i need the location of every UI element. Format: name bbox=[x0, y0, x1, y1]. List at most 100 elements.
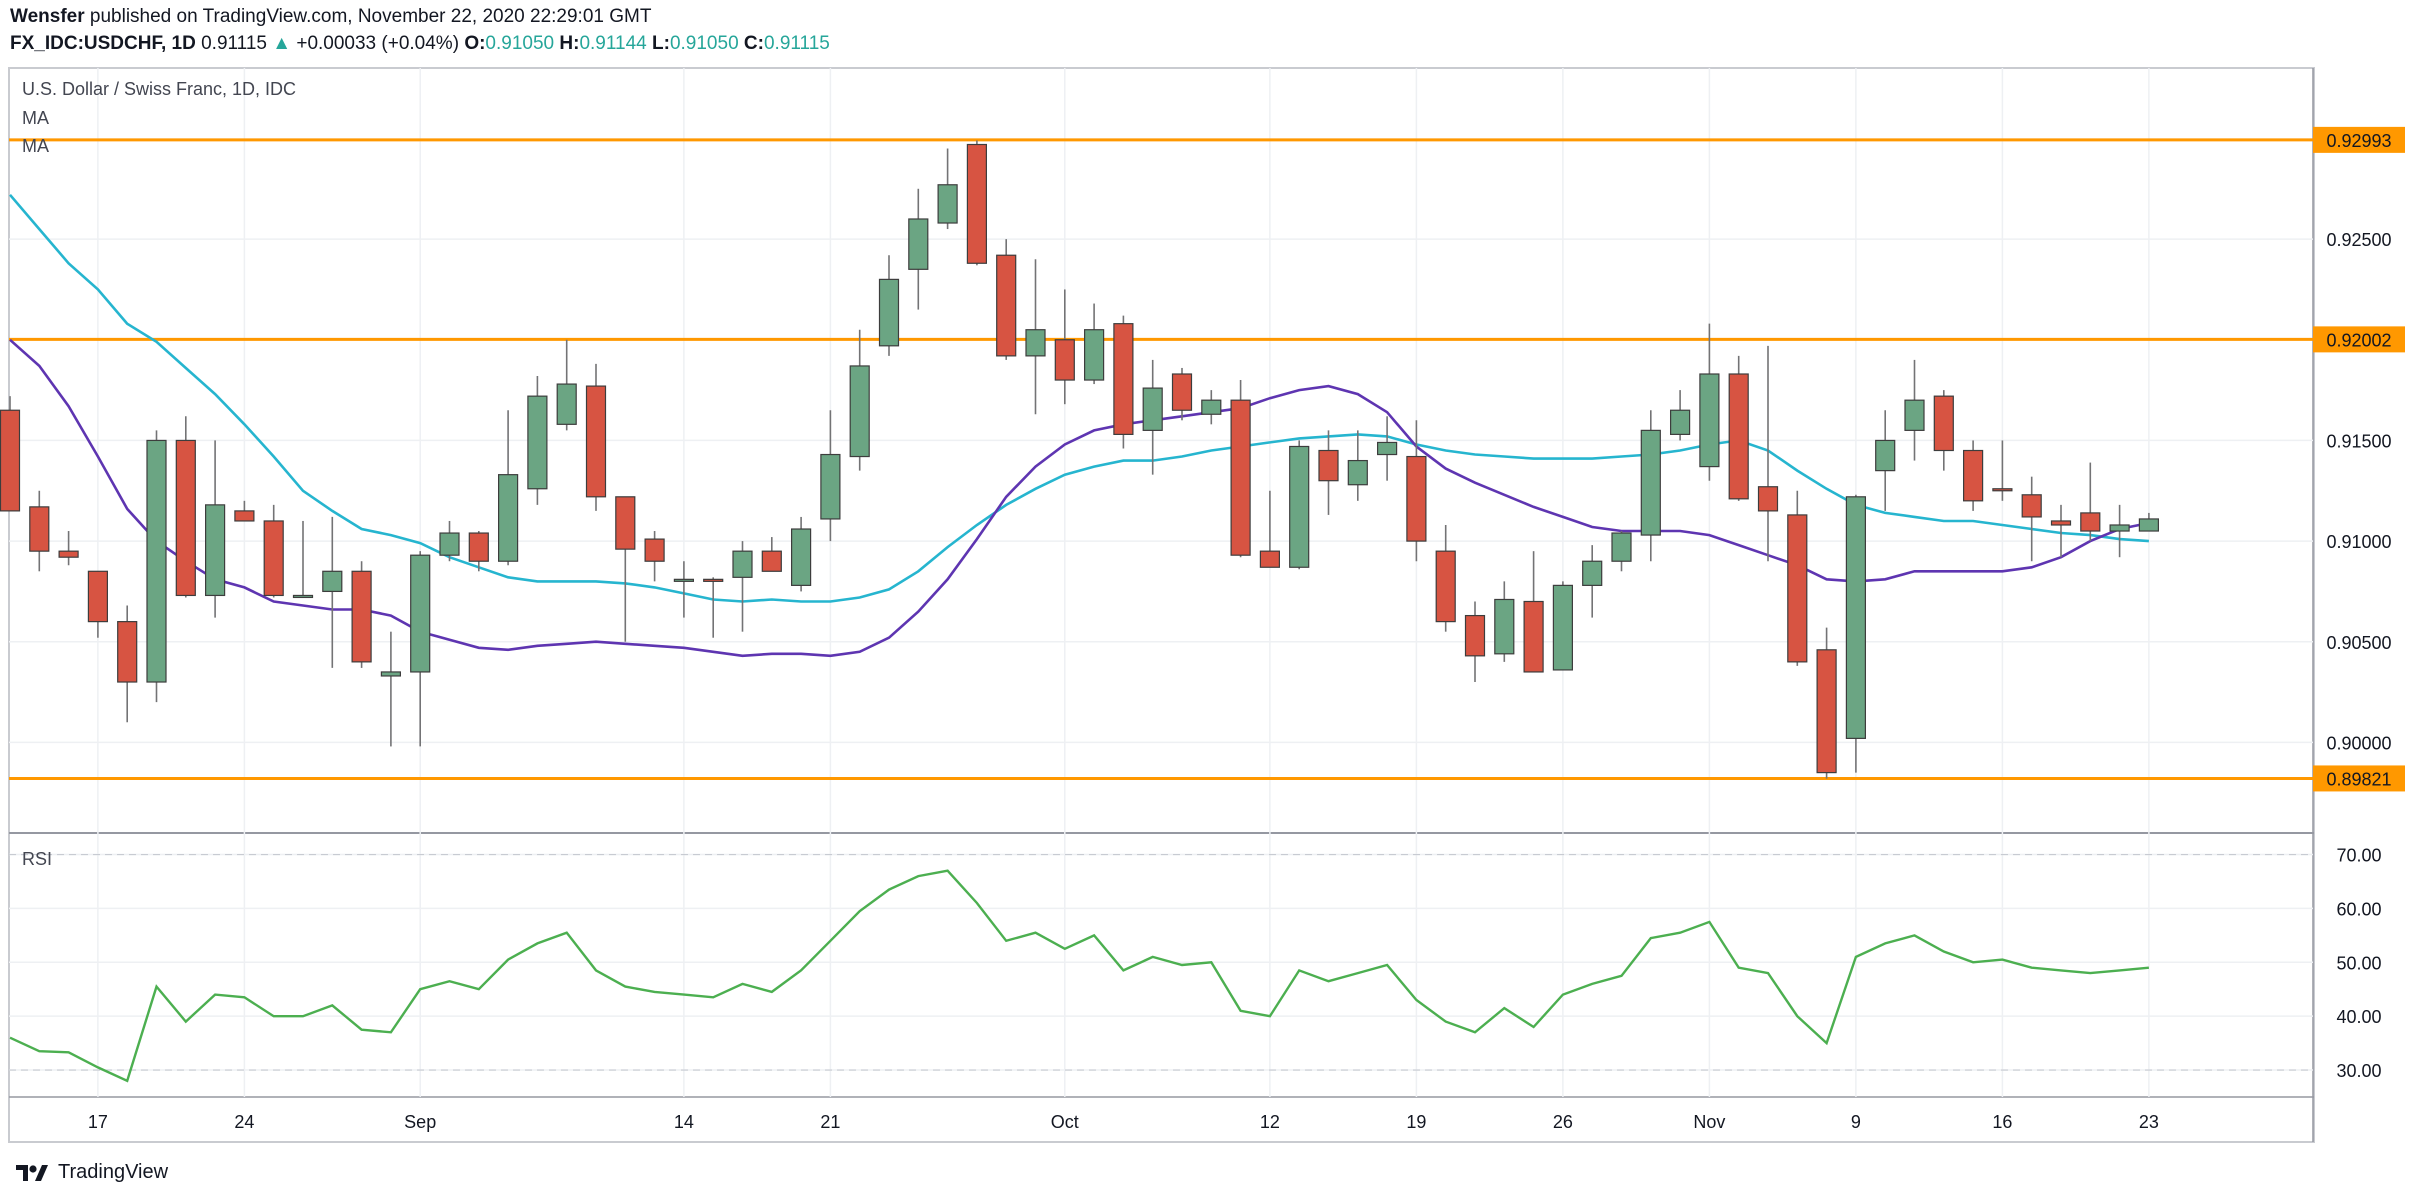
candle-down bbox=[263, 504, 284, 598]
candle-up bbox=[1699, 323, 1720, 481]
candle-body bbox=[322, 570, 343, 593]
candle-up bbox=[1025, 259, 1046, 415]
candle-down bbox=[117, 605, 138, 723]
candle-body bbox=[1523, 600, 1544, 673]
candle-body bbox=[527, 395, 548, 490]
high-label: H: bbox=[559, 33, 580, 54]
candle-body bbox=[1845, 496, 1867, 739]
publish-info: Wensfer published on TradingView.com, No… bbox=[10, 6, 651, 28]
candle-up bbox=[556, 339, 577, 431]
candle-up bbox=[1494, 581, 1515, 662]
candle-body bbox=[292, 594, 314, 599]
footer[interactable]: TradingView bbox=[14, 1159, 168, 1185]
rsi-line bbox=[9, 869, 2150, 1083]
candle-down bbox=[1523, 551, 1544, 673]
rsi-tick-label: 30.00 bbox=[2336, 1061, 2381, 1081]
open-value: 0.91050 bbox=[485, 33, 555, 54]
candle-down bbox=[585, 363, 607, 511]
price-tick-label: 0.91500 bbox=[2326, 431, 2391, 451]
candle-body bbox=[146, 439, 167, 683]
level-price-label: 0.89821 bbox=[2326, 769, 2391, 789]
candle-body bbox=[1787, 514, 1808, 663]
candle-body bbox=[908, 218, 929, 270]
candle-down bbox=[2080, 462, 2101, 542]
time-tick-label: Sep bbox=[404, 1112, 436, 1132]
candle-down bbox=[996, 239, 1017, 360]
time-tick-label: 16 bbox=[1992, 1112, 2012, 1132]
candle-up bbox=[1552, 581, 1574, 671]
candle-down bbox=[175, 416, 196, 598]
level-price-tag bbox=[2313, 765, 2405, 792]
candle-down bbox=[2021, 476, 2042, 562]
candle-body bbox=[380, 671, 401, 677]
time-tick-label: 12 bbox=[1260, 1112, 1280, 1132]
candle-body bbox=[1113, 323, 1134, 435]
candle-body bbox=[175, 439, 196, 597]
candle-body bbox=[1962, 449, 1984, 502]
candle-body bbox=[2021, 494, 2042, 518]
price-change: +0.00033 (+0.04%) bbox=[296, 33, 460, 54]
candle-up bbox=[790, 516, 812, 592]
candle-body bbox=[1699, 373, 1720, 468]
candle-up bbox=[1582, 545, 1603, 618]
candle-body bbox=[263, 520, 284, 597]
candle-body bbox=[1083, 329, 1105, 381]
candle-up bbox=[439, 520, 460, 562]
candle-down bbox=[1113, 315, 1134, 449]
rsi-tick-label: 50.00 bbox=[2336, 953, 2381, 973]
candle-up bbox=[1289, 440, 1310, 570]
candle-up bbox=[1904, 359, 1925, 461]
candle-body bbox=[1142, 387, 1163, 431]
candle-body bbox=[2138, 518, 2159, 532]
ma-legend-1[interactable]: MA bbox=[22, 108, 49, 128]
candle-body bbox=[585, 385, 607, 498]
ma-slow-line bbox=[9, 193, 2149, 603]
symbol-info: FX_IDC:USDCHF, 1D 0.91115 ▲ +0.00033 (+0… bbox=[10, 33, 830, 55]
candle-body bbox=[234, 510, 255, 522]
candle-down bbox=[644, 531, 665, 582]
time-tick-label: Oct bbox=[1051, 1112, 1079, 1132]
candle-body bbox=[703, 578, 724, 582]
candle-body bbox=[1992, 488, 2013, 492]
symbol-label: FX_IDC:USDCHF, 1D bbox=[10, 33, 196, 54]
candle-body bbox=[1025, 329, 1046, 357]
ma-legend-2[interactable]: MA bbox=[22, 136, 49, 156]
rsi-tick-label: 40.00 bbox=[2336, 1007, 2381, 1027]
candle-body bbox=[673, 578, 695, 582]
time-tick-label: 19 bbox=[1406, 1112, 1426, 1132]
candle-body bbox=[849, 365, 870, 458]
chart-canvas[interactable]: 0.92993 0.92002 0.89821 0.92500 0.91500 0.910… bbox=[0, 0, 2415, 1150]
candle-up bbox=[527, 376, 548, 505]
candle-up bbox=[1347, 430, 1368, 501]
candle-body bbox=[1875, 439, 1896, 472]
price-tick-label: 0.92500 bbox=[2326, 230, 2391, 250]
candle-body bbox=[468, 532, 489, 562]
candle-body bbox=[29, 506, 50, 552]
rsi-legend[interactable]: RSI bbox=[22, 849, 53, 869]
candle-body bbox=[1435, 550, 1456, 623]
candle-body bbox=[615, 496, 636, 550]
time-tick-label: Nov bbox=[1693, 1112, 1725, 1132]
candle-down bbox=[0, 396, 21, 512]
candle-up bbox=[820, 410, 841, 542]
candle-body bbox=[1728, 373, 1749, 500]
candle-down bbox=[1992, 440, 2013, 501]
candle-body bbox=[1376, 441, 1398, 456]
candle-up bbox=[322, 516, 343, 668]
rsi-tick-label: 70.00 bbox=[2336, 846, 2381, 866]
time-tick-label: 17 bbox=[88, 1112, 108, 1132]
candle-body bbox=[0, 409, 21, 512]
candle-down bbox=[29, 490, 50, 572]
price-tick-label: 0.90000 bbox=[2326, 733, 2391, 753]
candle-up bbox=[2109, 504, 2130, 558]
candle-body bbox=[1552, 584, 1574, 671]
publisher-name[interactable]: Wensfer bbox=[10, 6, 85, 27]
candle-body bbox=[1611, 532, 1632, 562]
open-label: O: bbox=[464, 33, 486, 54]
candle-down bbox=[2050, 504, 2072, 558]
candle-body bbox=[644, 538, 665, 562]
candle-body bbox=[87, 570, 109, 623]
candle-up bbox=[849, 329, 870, 471]
time-tick-label: 14 bbox=[674, 1112, 694, 1132]
time-tick-label: 24 bbox=[234, 1112, 254, 1132]
